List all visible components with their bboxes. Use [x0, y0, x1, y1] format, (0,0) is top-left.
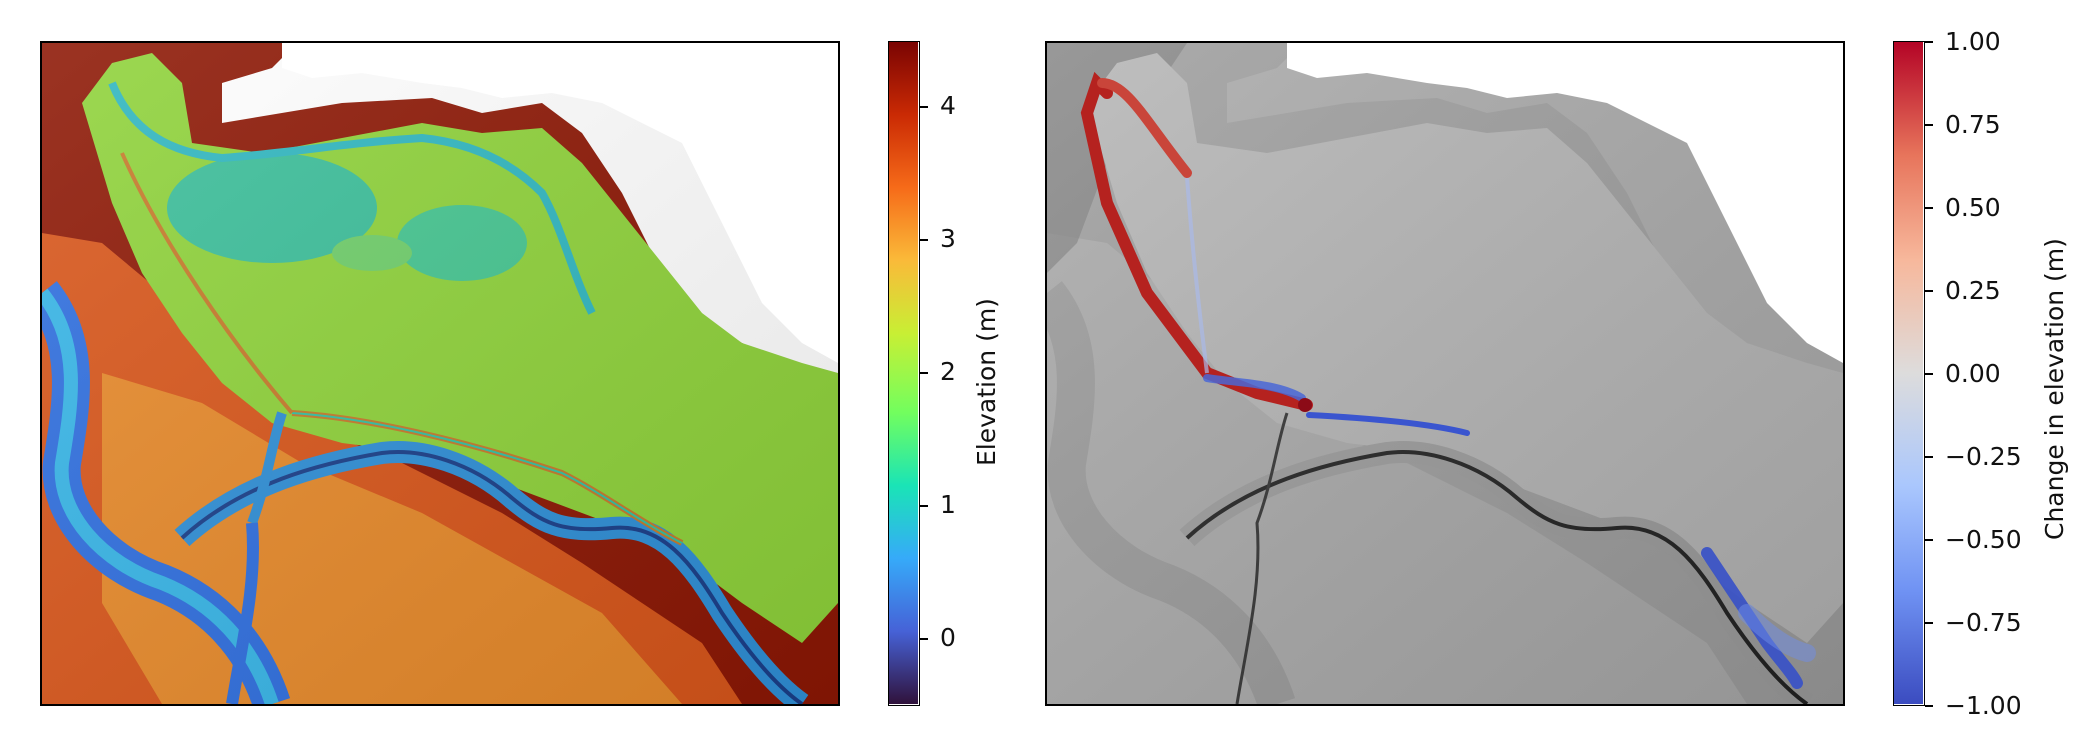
change-tick-7: −0.75: [1945, 608, 2022, 637]
elevation-tick-1: 1: [940, 490, 956, 519]
elevation-tick-2: 2: [940, 357, 956, 386]
change-tick-4: 0.00: [1945, 359, 2001, 388]
deposition-band: [1080, 71, 1313, 411]
change-map-image: [1047, 43, 1843, 704]
elevation-colorbar-label: Elevation (m): [972, 298, 1001, 466]
change-tick-6: −0.50: [1945, 525, 2022, 554]
change-tick-5: −0.25: [1945, 442, 2022, 471]
change-tick-0: 1.00: [1945, 27, 2001, 56]
change-tick-2: 0.50: [1945, 193, 2001, 222]
elevation-tick-0: 0: [940, 623, 956, 652]
change-colorbar-label: Change in elevation (m): [2040, 238, 2069, 540]
elevation-map: [40, 41, 840, 706]
change-tick-3: 0.25: [1945, 276, 2001, 305]
elevation-tick-3: 3: [940, 224, 956, 253]
change-map: [1045, 41, 1845, 706]
change-tick-1: 0.75: [1945, 110, 2001, 139]
elevation-map-image: [42, 43, 838, 704]
elevation-tick-4: 4: [940, 91, 956, 120]
elevation-colorbar: [888, 41, 920, 706]
change-colorbar: [1893, 41, 1925, 706]
change-tick-8: −1.00: [1945, 691, 2022, 720]
